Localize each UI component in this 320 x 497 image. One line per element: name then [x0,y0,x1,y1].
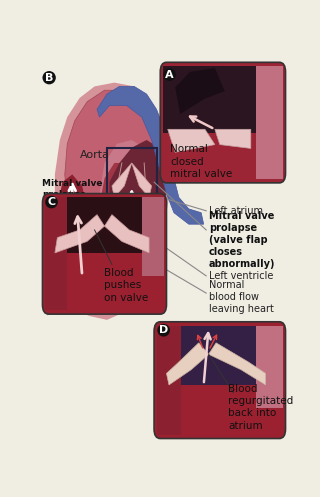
Polygon shape [52,90,164,305]
Text: Mitral valve
prolapse
(valve flap
closes
abnormally): Mitral valve prolapse (valve flap closes… [209,211,275,268]
Polygon shape [156,326,181,435]
FancyBboxPatch shape [43,193,166,314]
Text: Blood
pushes
on valve: Blood pushes on valve [104,268,149,303]
Text: Left ventricle: Left ventricle [209,271,273,281]
FancyBboxPatch shape [160,62,285,183]
Polygon shape [163,66,283,133]
Polygon shape [97,86,204,224]
Text: Mitral valve
prolapse
(valve flap
closes
abnormally): Mitral valve prolapse (valve flap closes… [43,179,104,231]
Polygon shape [112,163,132,197]
Polygon shape [57,174,87,285]
Polygon shape [45,197,164,253]
Polygon shape [109,140,166,240]
Polygon shape [45,197,67,310]
Text: Aorta: Aorta [80,150,109,161]
Polygon shape [256,326,283,408]
Polygon shape [176,79,201,98]
Polygon shape [100,163,149,289]
Text: Left atrium: Left atrium [209,206,263,216]
Polygon shape [142,197,164,276]
Text: D: D [159,325,168,335]
Text: A: A [165,70,174,80]
Polygon shape [104,215,149,253]
Polygon shape [168,129,215,152]
Text: Blood
regurgitated
back into
atrium: Blood regurgitated back into atrium [228,384,294,431]
Polygon shape [97,140,159,301]
Polygon shape [166,343,209,385]
FancyBboxPatch shape [154,322,285,438]
Polygon shape [215,129,251,149]
Polygon shape [175,68,225,114]
Polygon shape [47,83,169,320]
Text: B: B [45,73,53,83]
Polygon shape [209,343,266,385]
Text: Normal
blood flow
leaving heart: Normal blood flow leaving heart [209,280,274,314]
Polygon shape [256,66,283,179]
Polygon shape [55,215,104,253]
Text: C: C [47,197,56,207]
Polygon shape [156,326,283,385]
Text: Normal
closed
mitral valve: Normal closed mitral valve [170,144,232,179]
Polygon shape [132,163,152,197]
